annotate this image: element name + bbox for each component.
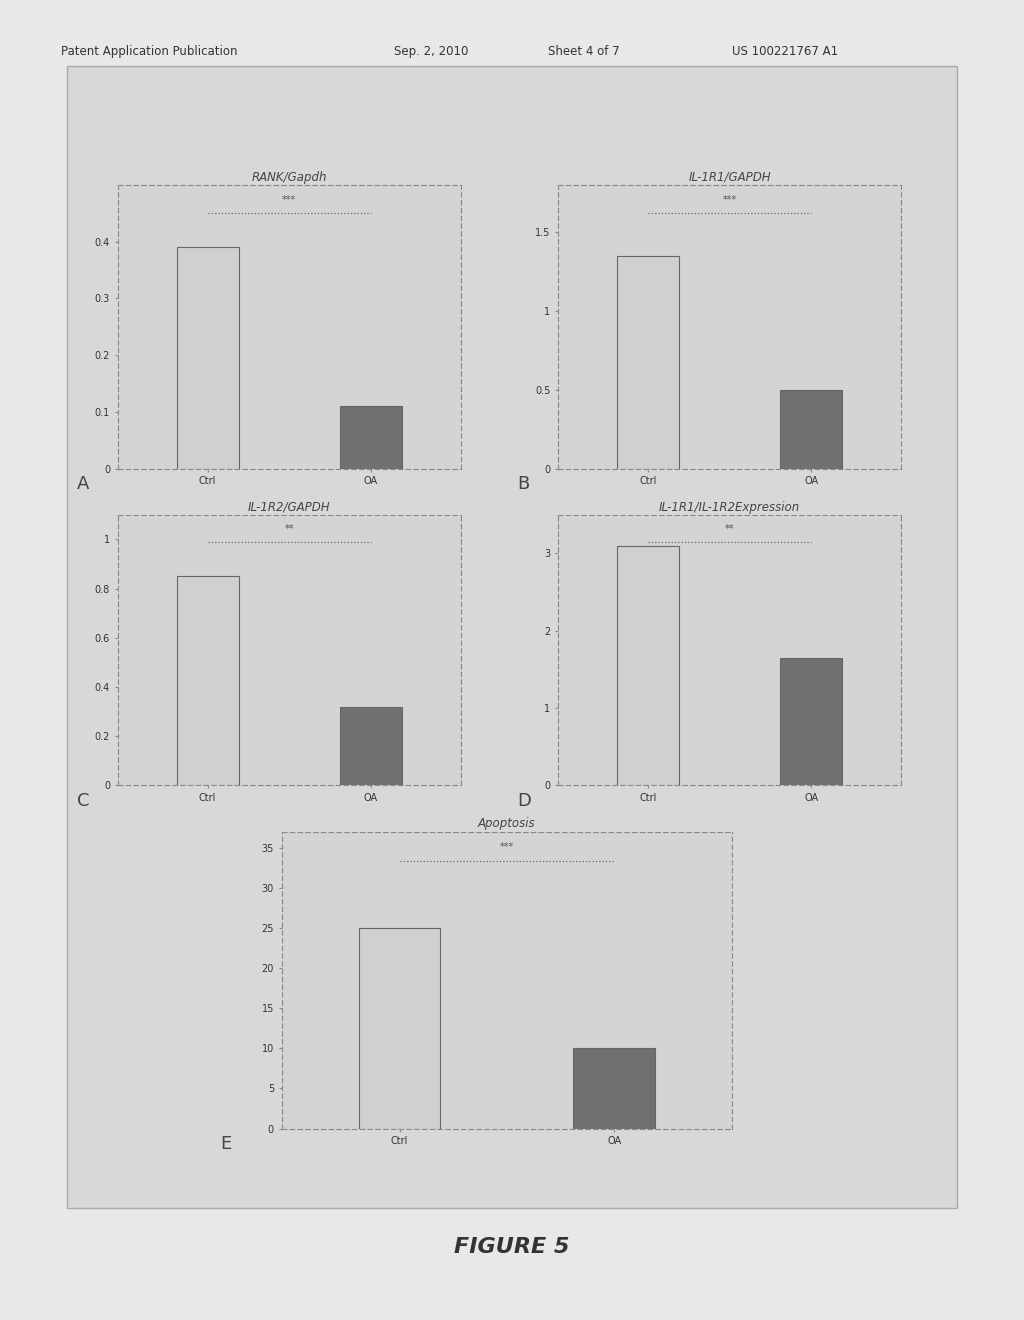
- Bar: [780, 657, 843, 785]
- Bar: [340, 407, 402, 469]
- Text: D: D: [517, 792, 531, 810]
- Text: E: E: [220, 1135, 231, 1154]
- Bar: [340, 706, 402, 785]
- Text: Sheet 4 of 7: Sheet 4 of 7: [548, 45, 620, 58]
- Bar: [176, 577, 239, 785]
- Text: **: **: [285, 524, 294, 533]
- Text: **: **: [725, 524, 734, 533]
- Bar: [358, 928, 440, 1129]
- Bar: [176, 247, 239, 469]
- Text: ***: ***: [500, 842, 514, 853]
- Title: IL-1R1/GAPDH: IL-1R1/GAPDH: [688, 170, 771, 183]
- Text: Sep. 2, 2010: Sep. 2, 2010: [394, 45, 469, 58]
- Text: FIGURE 5: FIGURE 5: [455, 1237, 569, 1258]
- Bar: [616, 545, 679, 785]
- Bar: [780, 389, 843, 469]
- Bar: [616, 256, 679, 469]
- Text: B: B: [517, 475, 529, 494]
- Bar: [573, 1048, 655, 1129]
- Text: A: A: [77, 475, 89, 494]
- Text: ***: ***: [283, 194, 296, 205]
- Text: C: C: [77, 792, 89, 810]
- Title: Apoptosis: Apoptosis: [478, 817, 536, 830]
- Text: US 100221767 A1: US 100221767 A1: [732, 45, 839, 58]
- Title: IL-1R2/GAPDH: IL-1R2/GAPDH: [248, 500, 331, 513]
- Title: IL-1R1/IL-1R2Expression: IL-1R1/IL-1R2Expression: [659, 500, 800, 513]
- Title: RANK/Gapdh: RANK/Gapdh: [252, 170, 327, 183]
- Text: ***: ***: [723, 194, 736, 205]
- Text: Patent Application Publication: Patent Application Publication: [61, 45, 238, 58]
